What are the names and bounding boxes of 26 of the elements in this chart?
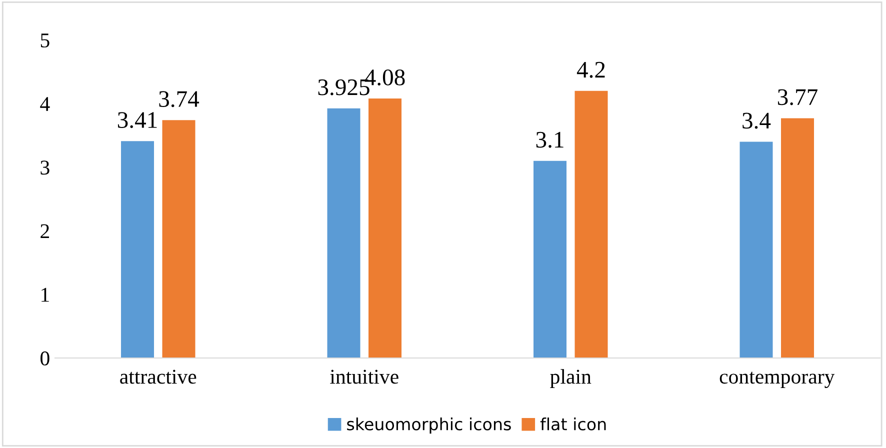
bar [327,108,360,358]
bar [534,160,566,358]
y-tick-label: 2 [40,224,49,238]
bar [162,120,196,358]
data-label: 3.41 [118,112,157,128]
bar [740,142,773,358]
legend-label: skeuomorphic icons [347,418,511,434]
bar [368,98,402,358]
data-label: 3.1 [536,132,564,148]
x-tick-label: intuitive [330,370,398,384]
y-tick-label: 4 [40,97,50,111]
bar [121,141,154,358]
x-tick-label: plain [550,369,592,388]
y-tick-label: 3 [40,160,50,175]
y-tick-label: 5 [40,34,50,48]
data-label: 3.77 [778,89,818,106]
data-label: 3.74 [159,91,200,108]
x-tick-label: attractive [120,370,196,384]
y-tick-label: 1 [42,288,49,302]
bar [574,90,608,358]
x-tick-label: contemporary [720,372,835,388]
y-tick-label: 0 [40,351,50,366]
data-label: 4.2 [576,62,605,78]
legend-label: flat icon [540,418,606,430]
data-label: 3.4 [742,112,771,129]
bar [781,118,814,358]
